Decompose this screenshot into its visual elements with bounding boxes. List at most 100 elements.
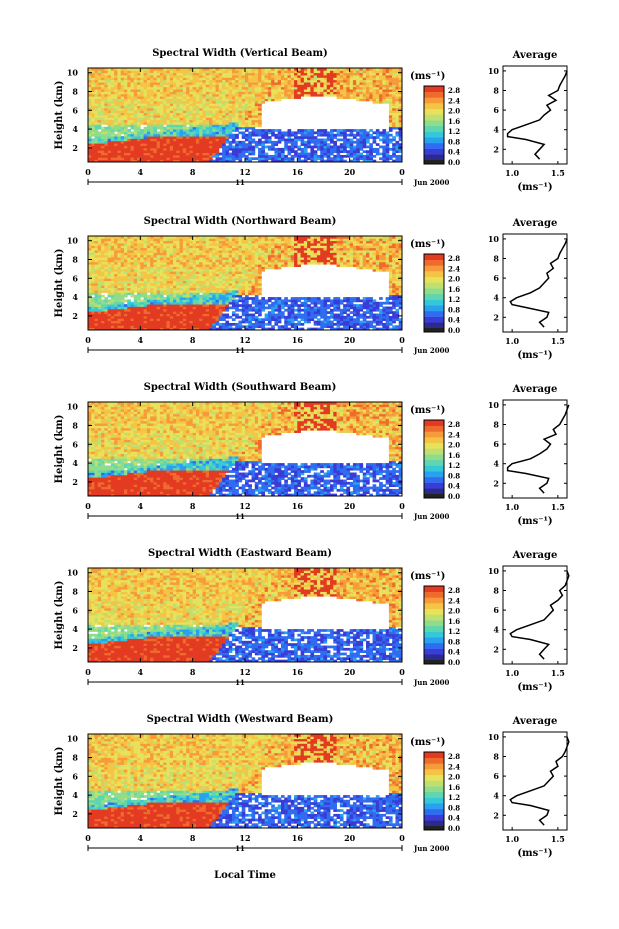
heatmap-cell <box>107 77 112 81</box>
heatmap-cell <box>356 129 360 132</box>
heatmap-cell <box>127 299 131 303</box>
heatmap-cell <box>173 138 177 142</box>
heatmap-cell <box>88 91 92 95</box>
heatmap-cell <box>395 93 400 97</box>
heatmap-cell <box>271 154 275 158</box>
heatmap-cell <box>97 86 102 90</box>
heatmap-cell <box>101 77 105 81</box>
heatmap-cell <box>202 112 207 116</box>
heatmap-cell <box>388 70 393 74</box>
heatmap-cell <box>330 72 334 76</box>
heatmap-cell <box>254 72 259 76</box>
colorbar-swatch <box>424 114 444 121</box>
heatmap-cell <box>356 82 360 85</box>
heatmap-cell <box>362 143 367 146</box>
heatmap-cell <box>218 252 223 256</box>
heatmap-cell <box>186 68 190 71</box>
heatmap-cell <box>130 140 135 144</box>
heatmap-cell <box>107 304 112 307</box>
heatmap-cell <box>238 91 243 95</box>
heatmap-cell <box>248 89 252 92</box>
heatmap-cell <box>88 152 92 156</box>
heatmap-cell <box>97 79 102 83</box>
heatmap-cell <box>195 143 200 146</box>
heatmap-cell <box>137 311 141 314</box>
heatmap-cell <box>179 103 184 106</box>
heatmap-cell <box>385 96 390 99</box>
heatmap-cell <box>97 254 102 258</box>
heatmap-cell <box>254 89 259 92</box>
heatmap-cell <box>127 271 131 274</box>
heatmap-cell <box>189 138 194 142</box>
heatmap-cell <box>307 86 311 90</box>
heatmap-cell <box>205 297 210 300</box>
heatmap-cell <box>251 122 256 125</box>
heatmap-cell <box>179 147 184 151</box>
heatmap-cell <box>326 84 331 88</box>
heatmap-cell <box>330 86 334 90</box>
heatmap-cell <box>127 252 131 256</box>
heatmap-cell <box>127 103 131 106</box>
heatmap-cell <box>94 110 99 114</box>
heatmap-cell <box>303 157 308 161</box>
heatmap-cell <box>287 86 292 90</box>
heatmap-cell <box>313 145 318 149</box>
heatmap-cell <box>166 304 171 307</box>
heatmap-cell <box>186 247 190 251</box>
heatmap-cell <box>159 82 164 85</box>
heatmap-cell <box>91 112 95 116</box>
heatmap-cell <box>107 91 112 95</box>
heatmap-cell <box>280 131 285 135</box>
average-profile-line <box>506 70 568 160</box>
heatmap-cell <box>179 271 184 274</box>
heatmap-cell <box>140 238 144 242</box>
heatmap-cell <box>130 82 135 85</box>
heatmap-cell <box>130 236 135 239</box>
heatmap-cell <box>94 283 99 286</box>
heatmap-cell <box>398 72 403 76</box>
heatmap-cell <box>137 273 141 277</box>
heatmap-cell <box>254 157 259 161</box>
heatmap-cell <box>362 136 367 139</box>
heatmap-cell <box>173 297 177 300</box>
heatmap-cell <box>143 238 148 242</box>
heatmap-cell <box>137 327 141 331</box>
heatmap-cell <box>123 82 128 85</box>
heatmap-cell <box>166 259 171 263</box>
heatmap-cell <box>150 138 154 142</box>
heatmap-cell <box>146 285 151 289</box>
heatmap-cell <box>313 150 318 153</box>
heatmap-cell <box>225 112 230 116</box>
heatmap-cell <box>91 150 95 153</box>
heatmap-cell <box>205 283 210 286</box>
heatmap-cell <box>101 100 105 104</box>
heatmap-cell <box>117 147 122 151</box>
heatmap-cell <box>209 77 213 81</box>
heatmap-cell <box>392 159 396 163</box>
heatmap-cell <box>375 136 380 139</box>
heatmap-cell <box>91 126 95 130</box>
heatmap-cell <box>251 72 256 76</box>
heatmap-cell <box>130 301 135 305</box>
heatmap-cell <box>369 77 373 81</box>
heatmap-cell <box>388 126 393 130</box>
heatmap-cell <box>137 243 141 246</box>
heatmap-cell <box>280 157 285 161</box>
heatmap-cell <box>362 93 367 97</box>
heatmap-cell <box>97 308 102 312</box>
heatmap-cell <box>150 131 154 135</box>
heatmap-cell <box>166 250 171 253</box>
heatmap-cell <box>271 140 275 144</box>
heatmap-cell <box>205 243 210 246</box>
heatmap-cell <box>146 138 151 142</box>
heatmap-cell <box>182 129 187 132</box>
heatmap-cell <box>258 77 262 81</box>
heatmap-cell <box>290 72 295 76</box>
heatmap-cell <box>215 236 220 239</box>
heatmap-cell <box>176 84 180 88</box>
heatmap-cell <box>123 271 128 274</box>
heatmap-cell <box>388 117 393 121</box>
heatmap-cell <box>159 75 164 78</box>
heatmap-cell <box>369 86 373 90</box>
heatmap-cell <box>156 147 161 151</box>
